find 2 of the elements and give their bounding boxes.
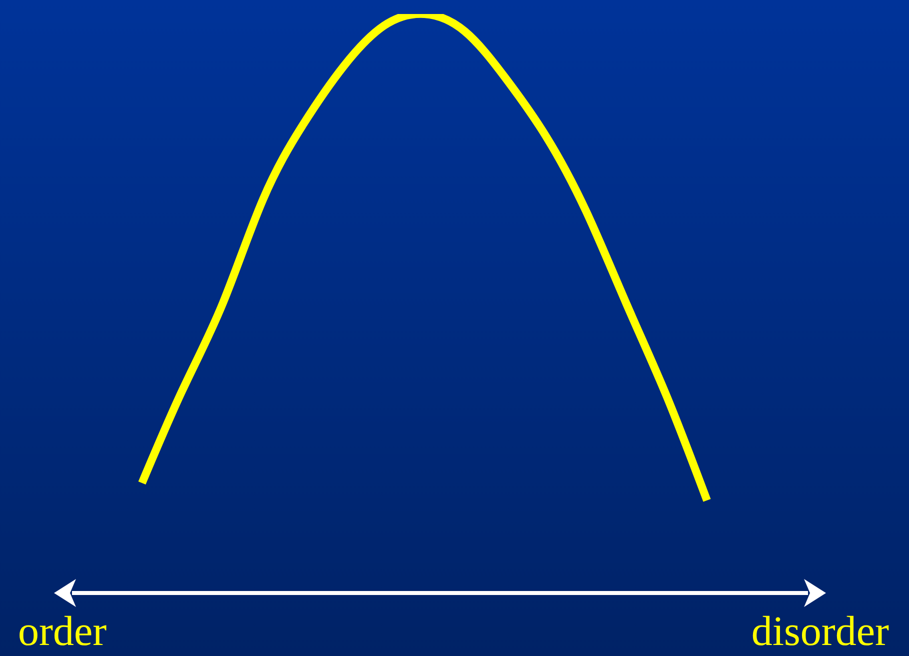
text: disorder xyxy=(751,608,889,656)
text: order xyxy=(18,608,107,656)
